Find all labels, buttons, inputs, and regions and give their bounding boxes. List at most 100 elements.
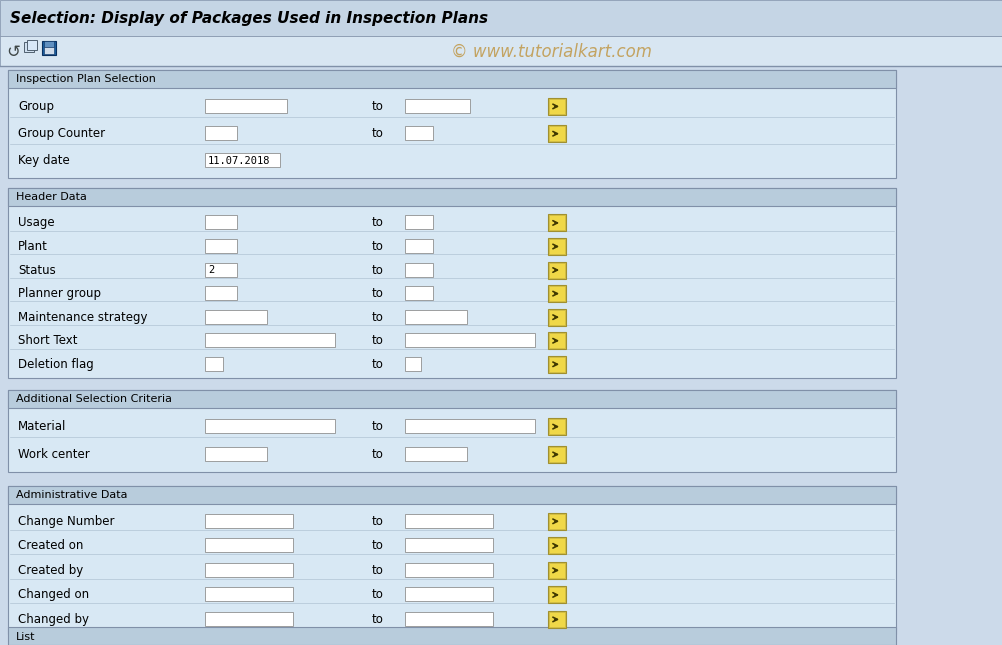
Text: List: List <box>16 631 35 642</box>
Bar <box>405 419 534 433</box>
Bar <box>547 98 565 115</box>
Bar <box>548 447 564 462</box>
Bar <box>548 612 564 627</box>
Bar <box>0 36 1002 66</box>
Bar <box>547 309 565 326</box>
Bar <box>548 239 564 254</box>
Text: to: to <box>372 358 384 371</box>
Text: Plant: Plant <box>18 240 48 253</box>
Bar <box>42 41 56 55</box>
Bar <box>548 99 564 114</box>
Bar <box>204 263 236 277</box>
Text: Changed on: Changed on <box>18 588 89 601</box>
Text: to: to <box>372 311 384 324</box>
Text: to: to <box>372 264 384 277</box>
Text: Selection: Display of Packages Used in Inspection Plans: Selection: Display of Packages Used in I… <box>10 11 488 26</box>
Text: Usage: Usage <box>18 217 54 230</box>
Text: Deletion flag: Deletion flag <box>18 358 93 371</box>
Bar <box>204 447 267 461</box>
Bar <box>548 539 564 553</box>
Bar <box>548 333 564 348</box>
Bar <box>405 447 467 461</box>
Bar <box>8 627 895 645</box>
Text: ↺: ↺ <box>6 43 20 61</box>
Bar <box>547 611 565 628</box>
Bar <box>405 588 493 601</box>
Bar <box>548 563 564 578</box>
Bar <box>547 214 565 232</box>
Bar <box>405 310 467 324</box>
Bar <box>548 514 564 529</box>
Bar <box>547 418 565 435</box>
Bar <box>548 263 564 277</box>
Bar <box>24 42 34 52</box>
Bar <box>204 286 236 300</box>
Text: 11.07.2018: 11.07.2018 <box>207 156 271 166</box>
Text: to: to <box>372 217 384 230</box>
Text: Change Number: Change Number <box>18 515 114 528</box>
Text: to: to <box>372 240 384 253</box>
Text: Planner group: Planner group <box>18 287 101 300</box>
Text: to: to <box>372 539 384 552</box>
Bar <box>548 126 564 141</box>
Bar <box>547 238 565 255</box>
Text: to: to <box>372 588 384 601</box>
Bar <box>547 285 565 302</box>
Bar <box>547 262 565 279</box>
Bar <box>547 586 565 603</box>
Bar <box>204 588 293 601</box>
Bar <box>405 514 493 528</box>
Text: Group: Group <box>18 100 54 113</box>
Bar <box>204 419 335 433</box>
Text: 2: 2 <box>207 265 214 275</box>
Bar <box>548 357 564 372</box>
Bar <box>405 263 433 277</box>
Bar <box>204 99 287 113</box>
Bar <box>44 47 54 54</box>
Text: Additional Selection Criteria: Additional Selection Criteria <box>16 395 171 404</box>
Bar <box>547 562 565 579</box>
Bar <box>547 125 565 142</box>
Bar <box>548 310 564 324</box>
Bar <box>8 188 895 378</box>
Bar <box>405 357 421 371</box>
Bar <box>204 310 267 324</box>
Bar <box>547 356 565 373</box>
Bar <box>27 40 37 50</box>
Text: Inspection Plan Selection: Inspection Plan Selection <box>16 75 155 84</box>
Text: © www.tutorialkart.com: © www.tutorialkart.com <box>451 43 651 61</box>
Bar <box>548 286 564 301</box>
Bar <box>204 154 280 168</box>
Bar <box>405 333 534 347</box>
Bar <box>204 612 293 626</box>
Bar <box>204 333 335 347</box>
Text: to: to <box>372 334 384 347</box>
Bar <box>548 215 564 230</box>
Bar <box>547 513 565 530</box>
Bar <box>548 588 564 602</box>
Text: Work center: Work center <box>18 448 89 461</box>
Bar <box>405 286 433 300</box>
Bar <box>547 537 565 554</box>
Bar <box>204 539 293 552</box>
Text: Material: Material <box>18 420 66 433</box>
Bar <box>8 390 895 408</box>
Bar <box>44 41 54 47</box>
Bar <box>204 563 293 577</box>
Bar <box>8 188 895 206</box>
Bar <box>204 239 236 253</box>
Bar <box>204 514 293 528</box>
Text: Maintenance strategy: Maintenance strategy <box>18 311 147 324</box>
Bar <box>405 126 433 140</box>
Bar <box>405 239 433 253</box>
Bar <box>8 390 895 472</box>
Text: Key date: Key date <box>18 154 70 168</box>
Text: to: to <box>372 515 384 528</box>
Text: to: to <box>372 287 384 300</box>
Bar <box>204 215 236 230</box>
Text: to: to <box>372 564 384 577</box>
Text: to: to <box>372 420 384 433</box>
Text: to: to <box>372 100 384 113</box>
Text: Created by: Created by <box>18 564 83 577</box>
Bar <box>405 539 493 552</box>
